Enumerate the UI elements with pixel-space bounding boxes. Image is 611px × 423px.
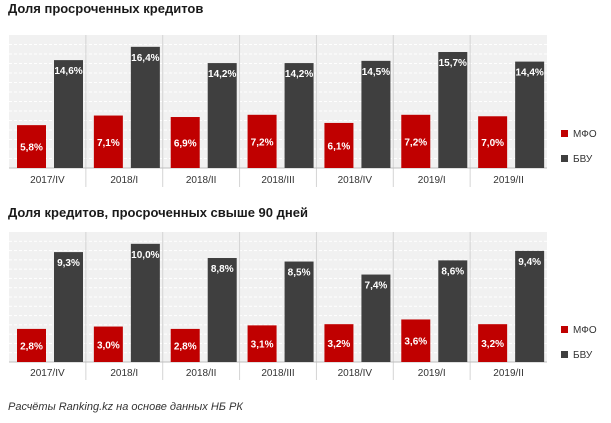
x-tick-label: 2018/I xyxy=(110,368,138,379)
x-tick-label: 2019/I xyxy=(418,368,446,379)
bvu-data-label: 9,3% xyxy=(57,258,80,269)
mfo-data-label: 2,8% xyxy=(174,341,197,352)
x-tick-label: 2019/I xyxy=(418,175,446,186)
x-tick-label: 2018/III xyxy=(261,175,294,186)
bvu-data-label: 14,6% xyxy=(54,66,82,77)
chart-1-title: Доля просроченных кредитов xyxy=(8,1,204,16)
mfo-bar-2018/II xyxy=(170,328,200,362)
mfo-data-label: 7,1% xyxy=(97,138,120,149)
mfo-data-label: 3,2% xyxy=(481,339,504,350)
mfo-data-label: 2,8% xyxy=(20,341,43,352)
mfo-data-label: 6,9% xyxy=(174,139,197,150)
bvu-bar-2018/II xyxy=(207,258,237,362)
mfo-legend-label: МФО xyxy=(573,129,597,140)
x-tick-label: 2018/IV xyxy=(338,175,373,186)
x-tick-label: 2017/IV xyxy=(30,368,65,379)
x-tick-label: 2018/I xyxy=(110,175,138,186)
mfo-bar-2018/I xyxy=(93,115,123,168)
mfo-data-label: 7,2% xyxy=(251,137,274,148)
bvu-data-label: 14,2% xyxy=(208,69,236,80)
bvu-bar-2018/III xyxy=(284,261,314,362)
mfo-bar-2018/III xyxy=(247,114,277,168)
mfo-data-label: 6,1% xyxy=(328,141,351,152)
mfo-data-label: 7,0% xyxy=(481,138,504,149)
x-tick-label: 2018/II xyxy=(186,175,217,186)
bvu-bar-2018/IV xyxy=(361,60,391,168)
mfo-bar-2018/II xyxy=(170,117,200,168)
bvu-data-label: 15,7% xyxy=(439,58,467,69)
mfo-data-label: 3,1% xyxy=(251,340,274,351)
bvu-bar-2019/I xyxy=(438,51,468,168)
bvu-bar-2017/IV xyxy=(54,60,83,168)
mfo-data-label: 7,2% xyxy=(404,137,427,148)
mfo-bar-2019/II xyxy=(478,324,508,362)
mfo-bar-2019/I xyxy=(401,319,431,362)
x-tick-label: 2019/II xyxy=(493,175,524,186)
x-tick-label: 2018/IV xyxy=(338,368,373,379)
source-note: Расчёты Ranking.kz на основе данных НБ Р… xyxy=(8,401,243,413)
chart-1-overdue-loans: 5,8% 14,6% 2017/IV 7,1% 16,4% 2018/I 6,9% 14,2%… xyxy=(9,35,597,187)
bvu-bar-2018/III xyxy=(284,63,314,169)
bvu-legend-swatch xyxy=(561,155,568,162)
mfo-legend-swatch xyxy=(561,130,568,137)
mfo-bar-2017/IV xyxy=(17,328,46,362)
bvu-bar-2018/I xyxy=(130,243,160,362)
bvu-bar-2017/IV xyxy=(54,252,83,362)
mfo-data-label: 5,8% xyxy=(20,143,43,154)
bvu-bar-2019/II xyxy=(515,250,545,362)
mfo-bar-2017/IV xyxy=(17,125,46,168)
x-tick-label: 2017/IV xyxy=(30,175,65,186)
bvu-bar-2019/I xyxy=(438,260,468,362)
bvu-data-label: 7,4% xyxy=(365,281,388,292)
mfo-bar-2018/I xyxy=(93,326,123,362)
mfo-legend-swatch xyxy=(561,326,568,333)
mfo-data-label: 3,6% xyxy=(404,337,427,348)
bvu-legend-swatch xyxy=(561,351,568,358)
bvu-data-label: 16,4% xyxy=(131,53,159,64)
mfo-bar-2019/II xyxy=(478,116,508,168)
bvu-legend-label: БВУ xyxy=(573,350,593,361)
bvu-data-label: 8,8% xyxy=(211,264,234,275)
bvu-bar-2018/I xyxy=(130,46,160,168)
bvu-bar-2018/IV xyxy=(361,274,391,362)
bvu-data-label: 8,6% xyxy=(441,266,464,277)
chart-2-overdue-90-days: 2,8% 9,3% 2017/IV 3,0% 10,0% 2018/I 2,8% 8,8% 20… xyxy=(9,232,597,380)
bvu-bar-2018/II xyxy=(207,63,237,169)
mfo-data-label: 3,2% xyxy=(328,339,351,350)
bvu-data-label: 14,2% xyxy=(285,69,313,80)
mfo-bar-2018/IV xyxy=(324,122,354,168)
bvu-legend-label: БВУ xyxy=(573,154,593,165)
bvu-data-label: 14,4% xyxy=(515,68,543,79)
mfo-bar-2018/IV xyxy=(324,324,354,362)
bvu-bar-2019/II xyxy=(515,61,545,168)
bvu-data-label: 9,4% xyxy=(518,257,541,268)
mfo-data-label: 3,0% xyxy=(97,340,120,351)
mfo-bar-2019/I xyxy=(401,114,431,168)
x-tick-label: 2018/III xyxy=(261,368,294,379)
mfo-legend-label: МФО xyxy=(573,325,597,336)
bvu-data-label: 8,5% xyxy=(288,268,311,279)
x-tick-label: 2018/II xyxy=(186,368,217,379)
bvu-data-label: 10,0% xyxy=(131,250,159,261)
chart-2-title: Доля кредитов, просроченных свыше 90 дне… xyxy=(8,205,308,220)
x-tick-label: 2019/II xyxy=(493,368,524,379)
mfo-bar-2018/III xyxy=(247,325,277,362)
bvu-data-label: 14,5% xyxy=(362,67,390,78)
